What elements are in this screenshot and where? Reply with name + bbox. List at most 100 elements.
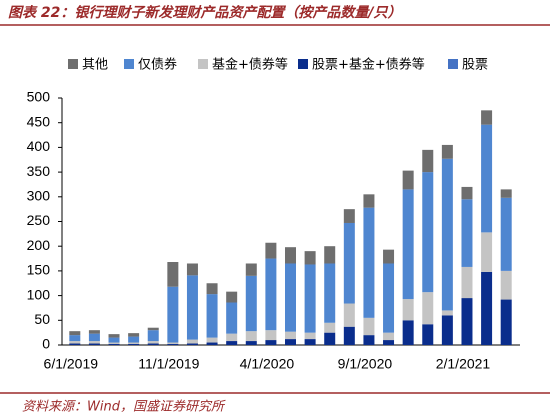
bar-segment — [481, 271, 493, 345]
bar-segment — [343, 326, 355, 345]
bar-segment — [500, 189, 512, 198]
bar-segment — [265, 340, 277, 345]
bar-segment — [128, 333, 140, 337]
bar-segment — [285, 339, 296, 345]
bar-segment — [324, 332, 336, 345]
bar-segment — [226, 291, 238, 303]
y-tick-label: 50 — [34, 311, 50, 327]
bar-segment — [402, 189, 414, 300]
bar-segment — [285, 247, 296, 264]
bar-segment — [167, 344, 179, 345]
bar-segment — [69, 343, 81, 345]
bar-segment — [206, 342, 218, 345]
bar-segment — [422, 324, 434, 345]
bar-segment — [481, 124, 493, 233]
bar-segment — [128, 336, 140, 343]
bar-segment — [481, 232, 493, 272]
bar-segment — [186, 343, 198, 345]
bar-segment — [363, 335, 375, 345]
bar-segment — [324, 246, 336, 264]
y-tick-label: 450 — [27, 113, 51, 129]
bar-segment — [206, 294, 218, 338]
bar-segment — [245, 263, 257, 276]
bar-segment — [402, 299, 414, 321]
source: 资料来源：Wind，国盛证券研究所 — [22, 399, 226, 415]
bar-segment — [108, 337, 120, 343]
bar-segment — [167, 262, 179, 287]
bar-segment — [69, 331, 81, 336]
bar-segment — [128, 344, 140, 345]
bar-segment — [324, 322, 336, 333]
bar-segment — [402, 170, 414, 190]
legend-label: 基金+债券等 — [212, 57, 288, 73]
x-tick-label: 9/1/2020 — [338, 356, 393, 372]
y-tick-label: 200 — [27, 237, 51, 253]
bar-segment — [186, 263, 198, 276]
y-tick-label: 250 — [27, 212, 51, 228]
bar-segment — [461, 186, 473, 200]
bar-segment — [304, 264, 316, 333]
x-tick-label: 4/1/2020 — [240, 356, 295, 372]
bar-segment — [363, 194, 375, 208]
legend-label: 仅债券 — [138, 57, 177, 73]
bar-segment — [422, 292, 434, 325]
bar-segment — [285, 263, 296, 332]
chart-title: 图表 22：银行理财子新发理财产品资产配置（按产品数量/只） — [8, 4, 401, 21]
bar-segment — [481, 110, 493, 125]
bar-segment — [343, 222, 355, 304]
legend-swatch — [124, 59, 134, 69]
bar-segment — [186, 275, 198, 340]
bar-segment — [383, 340, 395, 345]
legend-label: 其他 — [82, 58, 108, 73]
bar-segment — [343, 303, 355, 327]
bar-segment — [343, 209, 355, 223]
bar-segment — [461, 266, 473, 299]
y-tick-label: 150 — [27, 262, 51, 278]
bar-segment — [500, 299, 512, 345]
bar-segment — [422, 172, 434, 293]
bar-segment — [147, 330, 159, 342]
bar-segment — [108, 342, 120, 345]
bar-segment — [363, 317, 375, 336]
bar-segment — [422, 149, 434, 173]
legend-swatch — [298, 59, 308, 69]
legend-swatch — [68, 59, 78, 69]
bar-segment — [206, 283, 218, 295]
y-tick-label: 500 — [27, 89, 51, 105]
bar-segment — [69, 335, 81, 342]
bar-segment — [265, 242, 277, 259]
bar-segment — [265, 258, 277, 331]
y-tick-label: 0 — [42, 336, 50, 352]
bar-segment — [186, 339, 198, 344]
bar-segment — [88, 341, 100, 344]
x-tick-label: 11/1/2019 — [138, 356, 199, 372]
y-tick-label: 400 — [27, 138, 51, 154]
bar-segment — [147, 341, 159, 344]
y-tick-label: 350 — [27, 163, 51, 179]
bar-segment — [285, 331, 296, 340]
bar-segment — [147, 343, 159, 345]
bar-segment — [167, 286, 179, 343]
bar-segment — [108, 344, 120, 345]
y-tick-label: 300 — [27, 188, 51, 204]
y-tick-label: 100 — [27, 286, 51, 302]
bar-segment — [363, 207, 375, 318]
bar-segment — [383, 332, 395, 341]
bar-segment — [245, 275, 257, 332]
bar-segment — [147, 327, 159, 331]
bar-segment — [245, 341, 257, 345]
bar-segment — [226, 333, 238, 342]
x-tick-label: 2/1/2021 — [436, 356, 491, 372]
bar-segment — [265, 330, 277, 341]
bar-segment — [402, 320, 414, 345]
bar-segment — [128, 342, 140, 345]
bar-segment — [304, 251, 316, 265]
bar-segment — [383, 249, 395, 264]
bar-segment — [88, 343, 100, 345]
bar-segment — [69, 341, 81, 344]
legend-label: 股票+基金+债券等 — [312, 57, 425, 73]
bar-segment — [226, 302, 238, 334]
bar-segment — [304, 339, 316, 345]
x-tick-label: 6/1/2019 — [44, 356, 99, 372]
